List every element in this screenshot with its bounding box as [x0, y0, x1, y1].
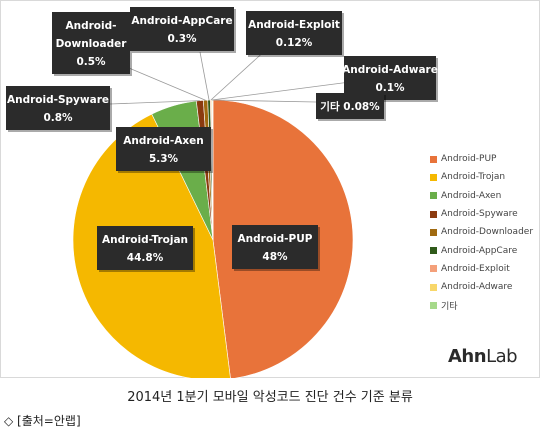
chart-frame: Android-PUP 48% Android-Trojan 44.8% Android…	[0, 0, 540, 378]
legend-item-etc: 기타	[430, 296, 538, 314]
legend-swatch	[430, 155, 437, 163]
legend-label: Android-PUP	[441, 154, 497, 165]
legend-label: Android-Exploit	[441, 263, 510, 274]
legend-item-trojan: Android-Trojan	[430, 168, 538, 186]
legend-label: Android-Downloader	[441, 227, 534, 238]
data-label-text: Android-PUP	[238, 233, 313, 245]
data-label-pup: Android-PUP 48%	[232, 225, 320, 271]
data-label-text: 0.12%	[276, 37, 313, 49]
legend-swatch	[430, 247, 437, 255]
data-label-text: Android-	[66, 20, 117, 32]
source-note: ◇ [출처=안랩]	[4, 414, 81, 428]
data-label-exploit: Android-Exploit 0.12%	[246, 11, 344, 57]
leader-line-spyware	[109, 100, 200, 105]
legend-item-exploit: Android-Exploit	[430, 260, 538, 278]
legend-swatch	[430, 283, 437, 291]
legend-swatch	[430, 228, 437, 236]
data-label-trojan: Android-Trojan 44.8%	[97, 226, 195, 272]
pie-chart: Android-PUP48%Android-Trojan44.8%Android…	[0, 0, 540, 378]
legend-label: Android-Spyware	[441, 209, 518, 220]
legend-item-spyware: Android-Spyware	[430, 205, 538, 223]
data-label-text: 5.3%	[149, 153, 179, 165]
data-label-adware: Android-Adware 0.1%	[342, 56, 438, 102]
legend-label: Android-Adware	[441, 282, 513, 293]
legend-label: Android-AppCare	[441, 245, 518, 256]
data-label-text: 0.5%	[76, 56, 106, 68]
data-label-text: Android-Axen	[123, 135, 203, 147]
figure-caption: 2014년 1분기 모바일 악성코드 진단 건수 기준 분류	[127, 390, 413, 405]
logo-lab: Lab	[486, 346, 518, 367]
leader-line-adware	[211, 81, 351, 101]
legend-swatch	[430, 210, 437, 218]
legend-item-axen: Android-Axen	[430, 187, 538, 205]
data-label-text: 48%	[262, 251, 288, 263]
legend-item-downloader: Android-Downloader	[430, 223, 538, 241]
legend-item-appcare: Android-AppCare	[430, 241, 538, 259]
legend-label: Android-Trojan	[441, 172, 506, 183]
data-label-spyware: Android-Spyware 0.8%	[6, 86, 112, 132]
legend-item-adware: Android-Adware	[430, 278, 538, 296]
data-label-text: Android-Adware	[342, 64, 438, 76]
data-label-text: Downloader	[56, 38, 128, 50]
leader-line-etc	[212, 99, 317, 103]
data-label-appcare: Android-AppCare 0.3%	[130, 7, 236, 53]
data-label-text: 0.3%	[167, 33, 197, 45]
data-label-text: Android-Exploit	[248, 19, 340, 31]
leader-line-appcare	[199, 51, 210, 101]
legend-swatch	[430, 302, 437, 310]
data-label-downloader: Android- Downloader 0.5%	[52, 12, 132, 76]
data-label-etc: 기타 0.08%	[316, 93, 386, 121]
data-label-text: 0.1%	[375, 82, 405, 94]
data-label-text: 44.8%	[127, 252, 164, 264]
leader-line-exploit	[210, 47, 269, 101]
ahnlab-logo: AhnLab	[448, 346, 518, 367]
legend: Android-PUP Android-Trojan Android-Axen And…	[430, 150, 538, 315]
legend-label: Android-Axen	[441, 190, 502, 201]
data-label-text: Android-AppCare	[131, 15, 232, 27]
legend-swatch	[430, 173, 437, 181]
data-label-text: Android-Trojan	[102, 234, 188, 246]
data-label-text: 0.8%	[43, 112, 73, 124]
data-labels: Android-PUP48%Android-Trojan44.8%Android…	[6, 7, 438, 272]
legend-label: 기타	[441, 302, 458, 313]
logo-ahn: Ahn	[448, 346, 487, 367]
data-label-text: Android-Spyware	[7, 94, 109, 106]
legend-item-pup: Android-PUP	[430, 150, 538, 168]
legend-swatch	[430, 192, 437, 200]
data-label-text: 기타 0.08%	[320, 100, 380, 113]
data-label-axen: Android-Axen 5.3%	[116, 127, 213, 173]
legend-swatch	[430, 265, 437, 273]
